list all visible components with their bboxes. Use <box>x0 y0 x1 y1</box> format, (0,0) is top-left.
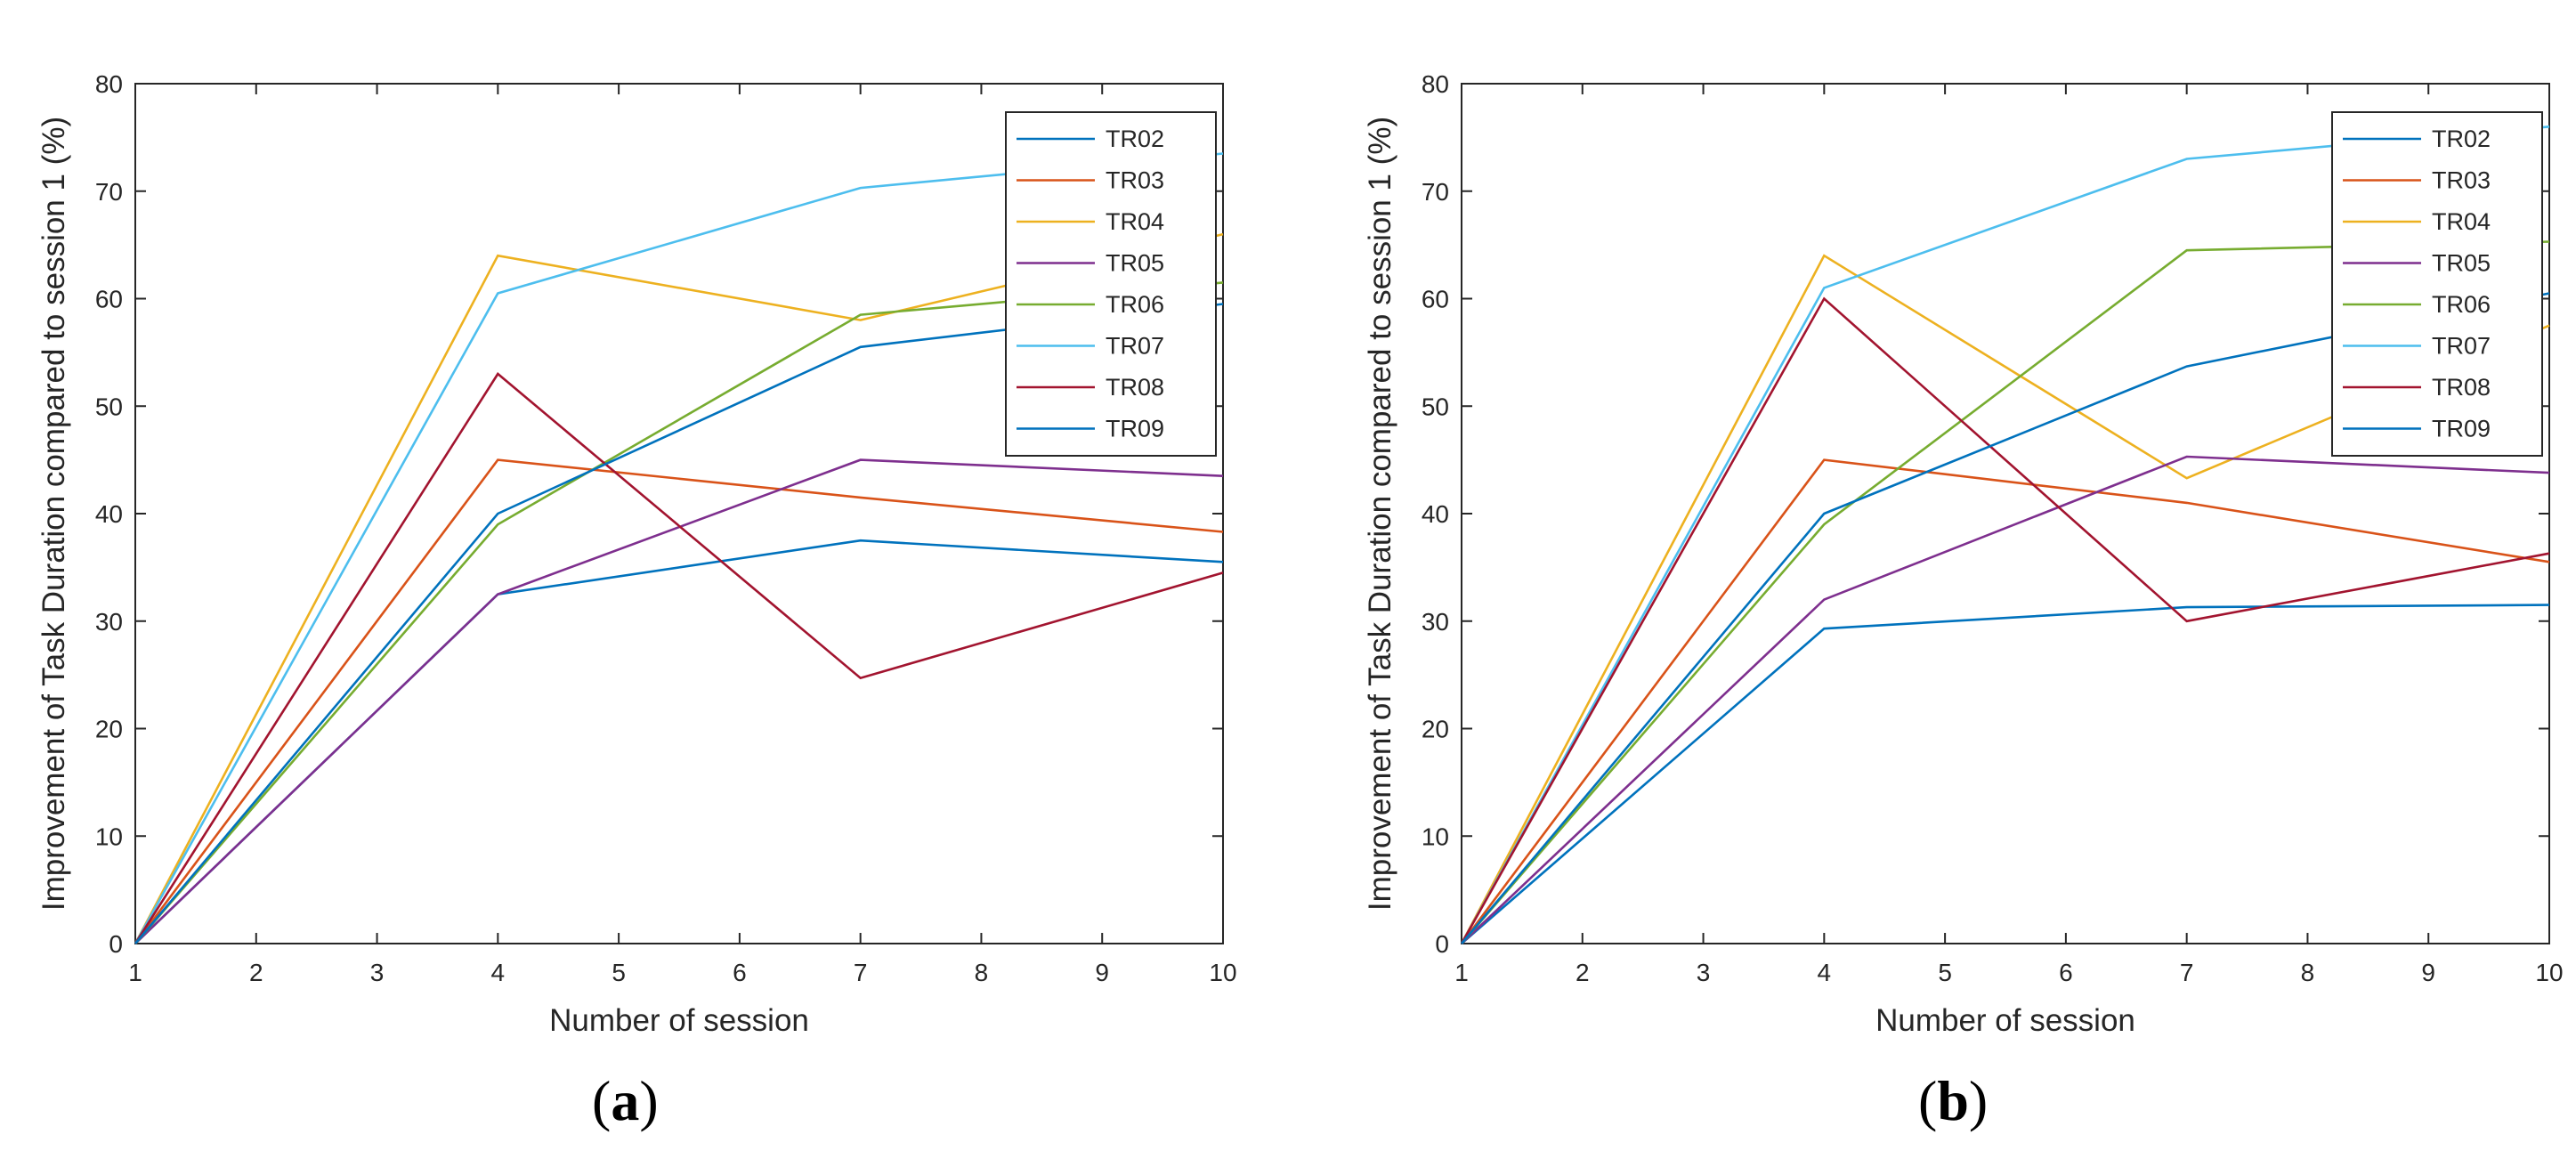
y-tick-label: 80 <box>1422 70 1449 98</box>
panel-label-letter: b <box>1937 1069 1969 1132</box>
y-tick-label: 50 <box>1422 393 1449 420</box>
series-line-tr02 <box>1461 604 2550 944</box>
y-tick-label: 70 <box>95 178 123 206</box>
y-tick-label: 60 <box>1422 286 1449 313</box>
x-tick-label: 7 <box>2180 959 2194 986</box>
panel-label-close: ) <box>1969 1069 1988 1132</box>
x-tick-label: 8 <box>2301 959 2315 986</box>
x-tick-label: 6 <box>2059 959 2073 986</box>
legend-box <box>1005 111 1217 457</box>
y-tick-label: 30 <box>1422 608 1449 636</box>
chart-panel-a: 1 2 3 4 5 6 7 8 9 10 0 10 20 30 40 50 60 70 80 Number of se… <box>36 70 1237 1132</box>
panel-label: (a) <box>592 1069 659 1132</box>
x-axis-title: Number of session <box>549 1003 809 1038</box>
panel-label-close: ) <box>639 1069 658 1132</box>
y-tick-label: 40 <box>95 500 123 528</box>
legend: TR02 TR03 TR04 TR05 TR06 TR07 TR08 TR09 <box>2331 111 2543 457</box>
y-tick-label: 80 <box>95 70 123 98</box>
legend: TR02 TR03 TR04 TR05 TR06 TR07 TR08 TR09 <box>1005 111 1217 457</box>
y-axis-title: Improvement of Task Duration compared to… <box>36 117 71 911</box>
x-tick-label: 2 <box>1576 959 1590 986</box>
x-tick-label: 2 <box>249 959 263 986</box>
series-line-tr03 <box>134 458 1224 944</box>
y-tick-label: 30 <box>95 608 123 636</box>
y-tick-label: 60 <box>95 286 123 313</box>
legend-label: TR04 <box>1106 208 1164 235</box>
legend-label: TR09 <box>2432 416 2491 442</box>
y-tick-label: 0 <box>109 930 123 958</box>
legend-label: TR08 <box>2432 374 2491 401</box>
x-tick-label: 1 <box>128 959 142 986</box>
panel-label: (b) <box>1918 1069 1988 1132</box>
y-axis-title: Improvement of Task Duration compared to… <box>1363 117 1397 911</box>
series-line-tr08 <box>1460 296 2550 944</box>
x-tick-label: 9 <box>1095 959 1109 986</box>
legend-label: TR02 <box>2432 126 2491 152</box>
x-tick-label: 8 <box>975 959 989 986</box>
x-tick-label: 1 <box>1454 959 1469 986</box>
panel-label-open: ( <box>592 1069 611 1132</box>
legend-box <box>2331 111 2543 457</box>
legend-label: TR03 <box>1106 167 1164 194</box>
legend-label: TR08 <box>1106 374 1164 401</box>
x-tick-label: 3 <box>1697 959 1711 986</box>
legend-label: TR02 <box>1106 126 1164 152</box>
legend-label: TR05 <box>2432 250 2491 277</box>
series-line-tr03 <box>1460 458 2550 944</box>
x-tick-label: 4 <box>491 959 506 986</box>
legend-label: TR07 <box>2432 333 2491 360</box>
y-tick-label: 10 <box>1422 823 1449 850</box>
x-tick-label: 3 <box>370 959 385 986</box>
x-tick-label: 6 <box>733 959 747 986</box>
legend-label: TR06 <box>1106 291 1164 318</box>
y-tick-label: 50 <box>95 393 123 420</box>
x-tick-label: 10 <box>1209 959 1236 986</box>
chart-panel-b: 1 2 3 4 5 6 7 8 9 10 0 10 20 30 40 50 60 70 80 Number of se… <box>1363 70 2564 1132</box>
y-tick-label: 70 <box>1422 178 1449 206</box>
y-tick-label: 20 <box>95 716 123 743</box>
x-tick-label: 5 <box>1938 959 1952 986</box>
x-tick-label: 5 <box>612 959 626 986</box>
x-tick-label: 4 <box>1818 959 1832 986</box>
series-line-tr08 <box>134 372 1224 944</box>
series-line-tr05 <box>1461 455 2550 944</box>
y-tick-label: 0 <box>1435 930 1449 958</box>
x-axis-title: Number of session <box>1875 1003 2135 1038</box>
panel-label-open: ( <box>1918 1069 1937 1132</box>
x-tick-label: 7 <box>854 959 868 986</box>
legend-label: TR06 <box>2432 291 2491 318</box>
legend-label: TR04 <box>2432 208 2491 235</box>
x-tick-label: 10 <box>2535 959 2563 986</box>
legend-label: TR03 <box>2432 167 2491 194</box>
panel-label-letter: a <box>611 1069 639 1132</box>
y-tick-label: 20 <box>1422 716 1449 743</box>
legend-label: TR07 <box>1106 333 1164 360</box>
legend-label: TR09 <box>1106 416 1164 442</box>
y-tick-label: 10 <box>95 823 123 850</box>
x-tick-label: 9 <box>2421 959 2435 986</box>
y-tick-label: 40 <box>1422 500 1449 528</box>
legend-label: TR05 <box>1106 250 1164 277</box>
